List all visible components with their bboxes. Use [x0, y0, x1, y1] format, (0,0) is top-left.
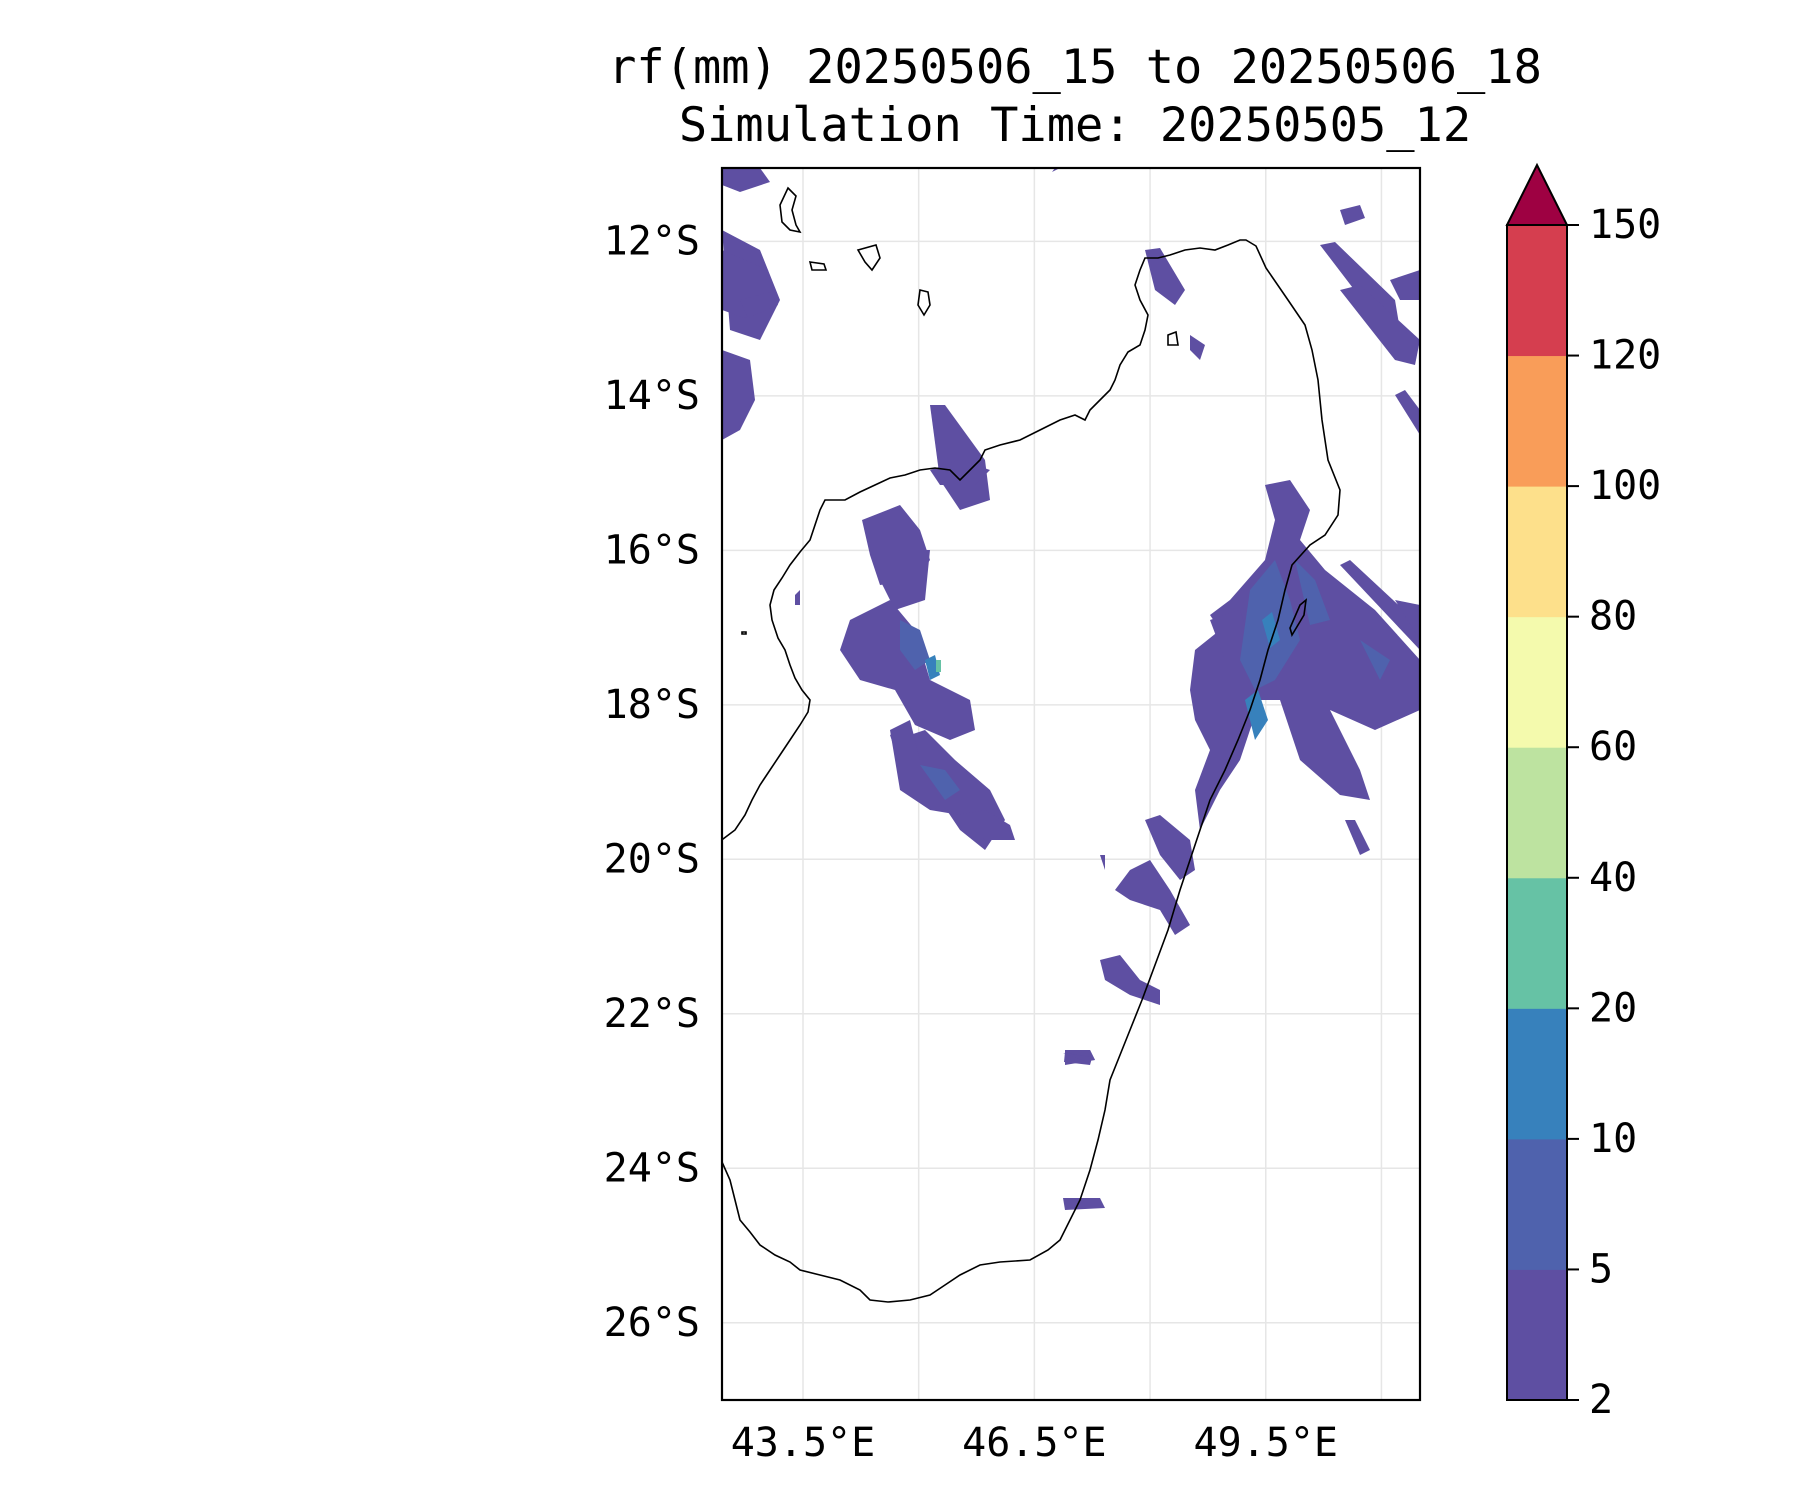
- lat-tick-label: 12°S: [604, 218, 700, 264]
- comoros-island: [808, 261, 828, 271]
- colorbar-tick-label: 120: [1589, 333, 1661, 379]
- comoros-island: [779, 186, 802, 234]
- islet: [741, 631, 747, 635]
- colorbar-segment: [1507, 355, 1567, 487]
- islet: [1167, 330, 1179, 346]
- colorbar-segment: [1507, 877, 1567, 1009]
- lon-tick-label: 43.5°E: [731, 1420, 876, 1466]
- lat-tick-label: 22°S: [604, 991, 700, 1037]
- mayotte-island: [917, 289, 931, 317]
- colorbar-segment: [1507, 616, 1567, 748]
- colorbar-tick-label: 10: [1589, 1116, 1637, 1162]
- colorbar-tick-label: 40: [1589, 855, 1637, 901]
- colorbar-segment: [1507, 1269, 1567, 1401]
- colorbar-tick-label: 2: [1589, 1377, 1613, 1423]
- colorbar-tick-label: 100: [1589, 463, 1661, 509]
- lon-tick-label: 49.5°E: [1193, 1420, 1338, 1466]
- colorbar-segment: [1507, 486, 1567, 618]
- colorbar-tick-label: 5: [1589, 1246, 1613, 1292]
- rainfall-field: [722, 168, 1420, 1210]
- sainte-marie-island: [1289, 598, 1308, 637]
- map-title-line2: Simulation Time: 20250505_12: [678, 98, 1472, 153]
- colorbar-segment: [1507, 1138, 1567, 1270]
- lat-tick-label: 16°S: [604, 527, 700, 573]
- colorbar-segment: [1507, 747, 1567, 879]
- lat-tick-label: 14°S: [604, 373, 700, 419]
- lat-tick-label: 24°S: [604, 1145, 700, 1191]
- colorbar-frame: [1506, 224, 1568, 1401]
- lon-tick-label: 46.5°E: [962, 1420, 1107, 1466]
- latitude-ticks: 12°S 14°S 16°S 18°S 20°S 22°S 24°S 26°S: [604, 218, 700, 1345]
- colorbar-tick-label: 80: [1589, 594, 1637, 640]
- colorbar-tick-label: 20: [1589, 985, 1637, 1031]
- map-gridlines: [722, 168, 1420, 1400]
- lat-tick-label: 26°S: [604, 1300, 700, 1346]
- lat-tick-label: 20°S: [604, 836, 700, 882]
- comoros-island: [856, 244, 881, 272]
- colorbar-tick-label: 60: [1589, 724, 1637, 770]
- colorbar-segment: [1507, 225, 1567, 357]
- colorbar-segment: [1507, 1008, 1567, 1140]
- map-frame: [720, 166, 1422, 1402]
- lat-tick-label: 18°S: [604, 682, 700, 728]
- madagascar-coastline: [722, 239, 1341, 1303]
- map-title-line1: rf(mm) 20250506_15 to 20250506_18: [608, 40, 1542, 95]
- rain-level-20-40: [936, 660, 941, 672]
- colorbar-extend-arrow: [1505, 162, 1569, 226]
- coastline: [722, 186, 1341, 1303]
- colorbar-tick-label: 150: [1589, 202, 1661, 248]
- longitude-ticks: 43.5°E 46.5°E 49.5°E: [731, 1420, 1338, 1466]
- colorbar: 2 5 10 20 40 60 80 100 120 150: [1505, 162, 1661, 1423]
- rain-level-2-5: [722, 168, 1420, 1210]
